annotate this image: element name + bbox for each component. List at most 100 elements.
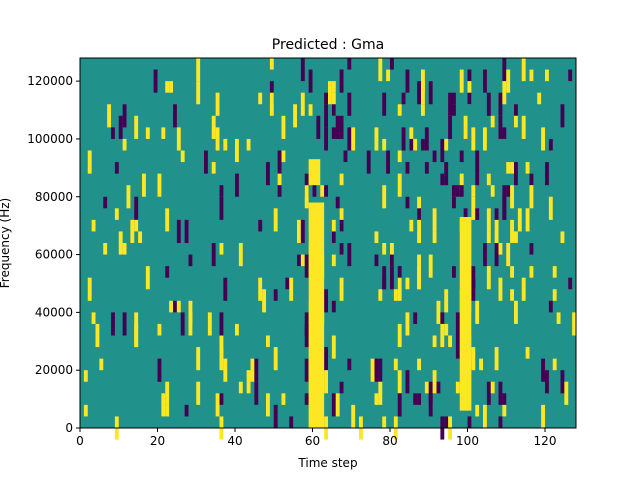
x-axis-label: Time step <box>297 456 357 470</box>
heatmap-cell <box>289 416 294 428</box>
heatmap-cell <box>238 243 243 267</box>
heatmap-cell <box>393 289 398 301</box>
heatmap-cell <box>331 393 336 417</box>
heatmap-cell <box>134 115 139 139</box>
heatmap-cell <box>324 92 329 105</box>
heatmap-cell <box>211 115 216 139</box>
heatmap-cell <box>331 127 336 139</box>
heatmap-cell <box>153 69 158 93</box>
heatmap-cell <box>428 393 433 417</box>
heatmap-cell <box>258 92 263 105</box>
heatmap-cell <box>258 219 263 232</box>
heatmap-cell <box>525 162 530 174</box>
heatmap-cell <box>502 81 507 105</box>
x-tick-label: 80 <box>382 434 397 448</box>
heatmap-cell <box>502 58 507 70</box>
heatmap-cell <box>432 208 437 232</box>
heatmap-cell <box>393 358 398 371</box>
heatmap-cell <box>347 243 352 267</box>
y-tick-label: 100000 <box>27 132 73 146</box>
heatmap-cell <box>165 208 170 232</box>
heatmap-cell <box>169 300 174 313</box>
heatmap-cell <box>277 185 282 197</box>
heatmap-cell <box>510 289 515 301</box>
y-tick-label: 20000 <box>35 363 73 377</box>
heatmap-cell <box>157 323 162 336</box>
plot-area <box>80 58 577 440</box>
heatmap-cell <box>552 358 557 371</box>
heatmap-cell <box>211 243 216 267</box>
heatmap-cell <box>486 208 491 232</box>
heatmap-cell <box>498 92 503 116</box>
heatmap-cell <box>386 150 391 174</box>
heatmap-cell <box>374 358 379 382</box>
heatmap-cell <box>572 312 577 336</box>
heatmap-cell <box>324 185 329 197</box>
heatmap-cell <box>188 312 193 336</box>
heatmap-cell <box>498 115 503 139</box>
heatmap-cell <box>246 138 251 151</box>
heatmap-cell <box>176 300 181 313</box>
heatmap-cell <box>300 92 305 116</box>
heatmap-cell <box>180 150 185 163</box>
heatmap-cell <box>347 58 352 70</box>
heatmap-cell <box>196 81 201 105</box>
y-tick-label: 120000 <box>27 74 73 88</box>
heatmap-cell <box>413 312 418 324</box>
heatmap-cell <box>568 69 573 82</box>
heatmap-cell <box>564 381 569 405</box>
heatmap-cell <box>455 381 460 394</box>
heatmap-cell <box>126 185 131 209</box>
heatmap-band-0 <box>308 202 325 428</box>
heatmap-cell <box>304 335 309 348</box>
heatmap-cell <box>455 185 460 197</box>
heatmap-cell <box>235 138 239 163</box>
heatmap-cell <box>382 277 387 290</box>
heatmap-cell <box>180 312 185 336</box>
heatmap-cell <box>188 300 193 324</box>
heatmap-cell <box>331 254 336 267</box>
heatmap-cell <box>351 404 356 429</box>
heatmap-cell <box>339 208 344 232</box>
heatmap-cell <box>304 323 309 336</box>
heatmap-cell <box>502 393 507 405</box>
heatmap-cell <box>173 300 177 313</box>
heatmap-cell <box>324 104 329 128</box>
heatmap-cell <box>560 370 565 394</box>
heatmap-cell <box>514 104 518 116</box>
heatmap-cell <box>335 115 340 139</box>
y-tick-label: 40000 <box>35 305 73 319</box>
heatmap-cell <box>397 150 402 163</box>
heatmap-cell <box>114 162 119 174</box>
heatmap-cell <box>339 115 344 139</box>
heatmap-cell <box>390 254 394 267</box>
heatmap-cell <box>122 243 127 255</box>
heatmap-cell <box>215 92 220 116</box>
heatmap-cell <box>211 162 216 174</box>
heatmap-cell <box>537 92 542 105</box>
heatmap-cell <box>316 115 321 139</box>
heatmap-cell <box>452 104 456 116</box>
heatmap-cell <box>331 231 336 243</box>
x-axis-ticks: 0 20 40 60 80 100 120 <box>76 428 556 448</box>
x-tick-label: 20 <box>150 434 165 448</box>
heatmap-cell <box>215 127 220 151</box>
heatmap-cell <box>471 185 476 197</box>
chart-title: Predicted : Gma <box>272 37 384 53</box>
heatmap-cell <box>324 347 329 371</box>
heatmap-cell <box>498 243 503 255</box>
heatmap-cell <box>304 358 309 382</box>
heatmap-cell <box>514 115 518 128</box>
heatmap-cell <box>444 138 449 151</box>
heatmap-cell <box>548 196 553 220</box>
heatmap-cell <box>440 323 445 348</box>
heatmap-cell <box>122 104 127 128</box>
heatmap-cell <box>525 208 530 232</box>
heatmap-cell <box>486 92 491 116</box>
heatmap-cell <box>510 266 515 278</box>
heatmap-cell <box>409 219 414 232</box>
heatmap-cell <box>424 138 429 151</box>
heatmap-cell <box>541 127 546 151</box>
heatmap-cell <box>436 381 441 394</box>
heatmap-cell <box>390 58 394 70</box>
